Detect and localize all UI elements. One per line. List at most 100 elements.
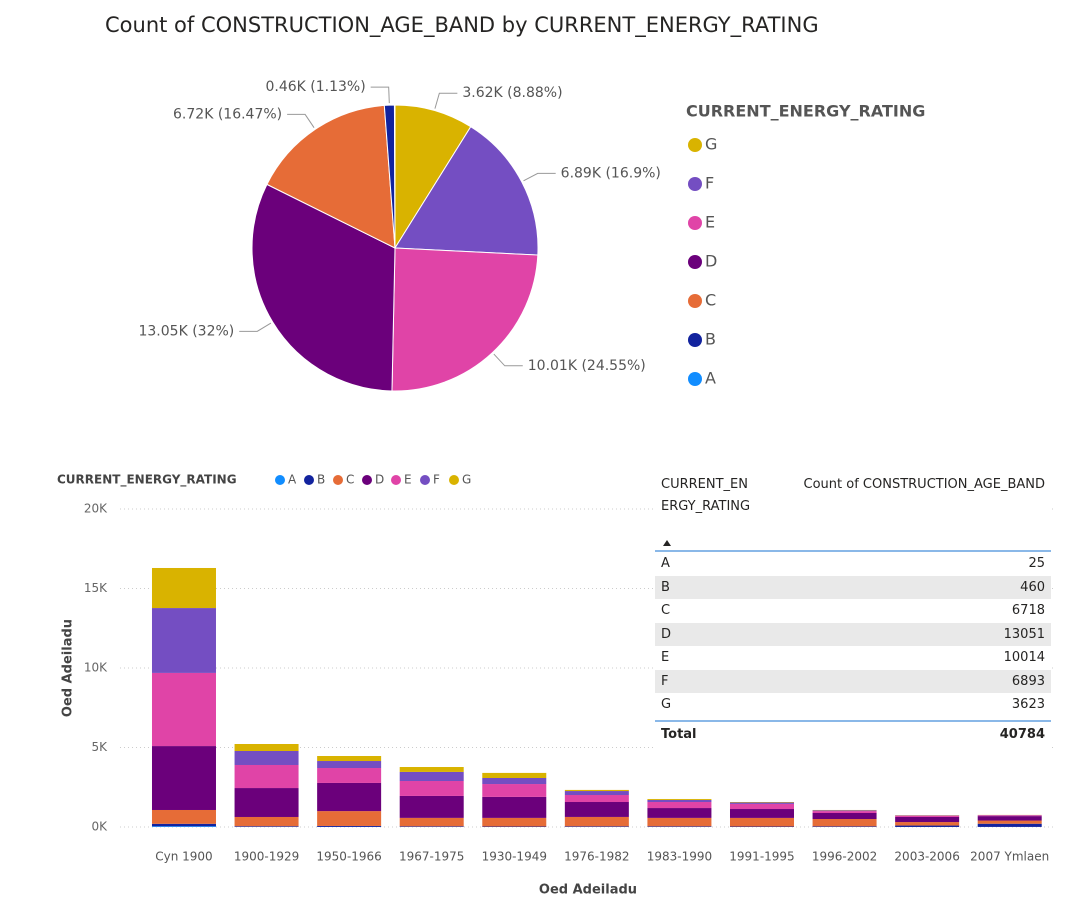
bar-segment xyxy=(729,817,794,827)
bar-segment xyxy=(647,808,712,818)
bar-segment xyxy=(317,782,382,812)
legend-label: F xyxy=(433,473,440,487)
bar-segment xyxy=(564,826,629,827)
bar-segment xyxy=(564,789,629,792)
legend-marker xyxy=(688,372,702,386)
x-tick-label: 1950-1966 xyxy=(316,850,381,864)
bar-segment xyxy=(482,817,547,827)
data-label: 6.72K (16.47%) xyxy=(173,106,282,122)
cell: B xyxy=(661,579,670,595)
legend-marker xyxy=(449,475,459,485)
cell: 460 xyxy=(1020,579,1045,595)
bar-segment xyxy=(482,796,547,818)
bar-segment xyxy=(399,781,464,796)
legend-label: A xyxy=(288,473,297,487)
legend-marker xyxy=(688,255,702,269)
cell: 10014 xyxy=(1003,650,1045,665)
bar-segment xyxy=(812,826,877,827)
x-tick-label: Cyn 1900 xyxy=(155,850,212,864)
legend-label: D xyxy=(705,252,717,271)
leader-line xyxy=(287,113,315,128)
legend-label: C xyxy=(346,473,354,487)
pie-slice xyxy=(391,247,539,392)
bar-segment xyxy=(977,815,1042,817)
bar-segment xyxy=(895,822,960,826)
bar-segment xyxy=(812,812,877,820)
bar-segment xyxy=(234,744,299,751)
cell: 25 xyxy=(1028,556,1045,571)
bar-segment xyxy=(729,803,794,810)
legend-marker xyxy=(688,216,702,230)
table-row: F 6893 xyxy=(655,669,1051,693)
bar-segment xyxy=(812,811,877,813)
legend-label: G xyxy=(705,135,717,154)
cell: E xyxy=(661,650,670,665)
header-cell[interactable]: Count of CONSTRUCTION_AGE_BAND xyxy=(803,477,1045,492)
cell: F xyxy=(661,673,669,689)
cell: 6718 xyxy=(1011,603,1045,618)
bar-segment xyxy=(317,811,382,826)
legend-marker xyxy=(688,294,702,308)
cell: 3623 xyxy=(1011,697,1045,712)
bar-segment xyxy=(151,672,216,747)
bar-segment xyxy=(234,764,299,789)
leader-line xyxy=(523,172,556,182)
legend-label: F xyxy=(705,174,714,193)
y-tick-label: 5K xyxy=(91,740,108,754)
data-label: 3.62K (8.88%) xyxy=(462,85,562,101)
bar-segment xyxy=(234,816,299,827)
leader-line xyxy=(493,353,523,367)
bar-segment xyxy=(482,772,547,778)
bar-segment xyxy=(151,746,216,810)
y-tick-label: 20K xyxy=(84,502,108,516)
y-tick-label: 10K xyxy=(84,661,108,675)
bar-segment xyxy=(399,795,464,818)
pie-slice xyxy=(394,126,539,256)
x-tick-label: 1976-1982 xyxy=(564,850,629,864)
legend-label: B xyxy=(705,330,716,349)
x-tick-label: 1996-2002 xyxy=(812,850,877,864)
bar-segment xyxy=(647,802,712,809)
bar-segment xyxy=(895,816,960,823)
legend-marker xyxy=(304,475,314,485)
legend-label: C xyxy=(705,291,716,310)
bar-segment xyxy=(151,809,216,824)
cell: 40784 xyxy=(999,726,1045,742)
bar-segment xyxy=(647,817,712,827)
header-cell[interactable]: CURRENT_ENERGY_RATING xyxy=(661,477,751,514)
bar-segment xyxy=(895,815,960,817)
bar-segment xyxy=(399,817,464,827)
legend-marker xyxy=(420,475,430,485)
legend-marker xyxy=(275,475,285,485)
legend-label: D xyxy=(375,473,384,487)
bar-segment xyxy=(812,819,877,827)
data-label: 6.89K (16.9%) xyxy=(561,165,661,181)
x-axis-title: Oed Adeiladu xyxy=(539,883,637,898)
bar-segment xyxy=(564,795,629,803)
table-body: A 25 B 460 C 6718 D 13051 E 10014 F 6893 G 3623 xyxy=(655,552,1051,717)
bar-segment xyxy=(151,826,216,827)
cell: Total xyxy=(661,726,697,742)
bar-segment xyxy=(647,798,712,800)
bar-segment xyxy=(317,756,382,762)
chart-title: Count of CONSTRUCTION_AGE_BAND by CURREN… xyxy=(105,13,819,38)
pie-slice xyxy=(251,183,396,392)
table-row: D 13051 xyxy=(655,622,1051,646)
bar-segment xyxy=(564,791,629,796)
cell: G xyxy=(661,697,672,712)
leader-line xyxy=(370,86,390,104)
x-tick-label: 1991-1995 xyxy=(729,850,794,864)
bar-segment xyxy=(151,567,216,609)
y-tick-label: 0K xyxy=(91,820,108,834)
table-row: E 10014 xyxy=(655,646,1051,670)
legend-label: E xyxy=(404,473,412,487)
bar-segment xyxy=(234,826,299,827)
bar-segment xyxy=(977,823,1042,827)
leader-line xyxy=(239,322,272,332)
legend-title: CURRENT_ENERGY_RATING xyxy=(686,102,925,121)
bar-segment xyxy=(234,750,299,765)
pie-slice xyxy=(393,104,396,249)
bar-segment xyxy=(647,826,712,827)
legend-marker xyxy=(391,475,401,485)
